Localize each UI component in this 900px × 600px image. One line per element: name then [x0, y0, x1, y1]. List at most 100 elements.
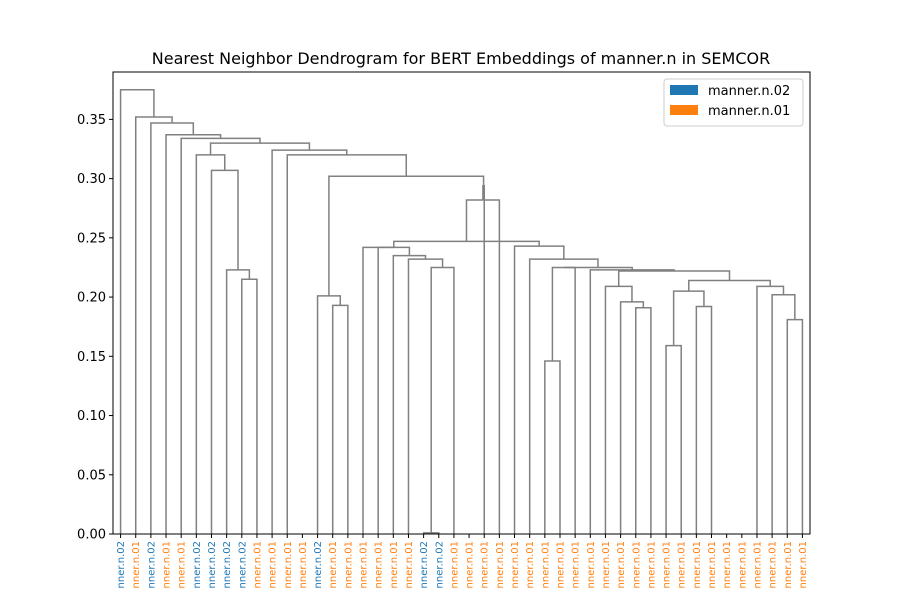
- dendrogram-link: [430, 266, 455, 534]
- leaf-label: nner.n.01: [359, 541, 370, 588]
- dendrogram-link: [316, 295, 342, 534]
- leaf-label: nner.n.01: [283, 541, 294, 588]
- y-tick-label: 0.30: [77, 172, 106, 187]
- dendrogram-link: [362, 246, 394, 534]
- leaf-label: nner.n.01: [677, 541, 688, 588]
- leaf-label: nner.n.01: [328, 541, 339, 588]
- leaf-label: nner.n.01: [465, 541, 476, 588]
- leaf-label: nner.n.01: [631, 541, 642, 588]
- y-tick-label: 0.00: [77, 528, 106, 543]
- y-tick-label: 0.20: [77, 291, 106, 306]
- leaf-label: nner.n.01: [540, 541, 551, 588]
- leaf-label: nner.n.01: [162, 541, 173, 588]
- dendrogram-link: [589, 269, 675, 534]
- dendrogram-link: [119, 89, 155, 534]
- y-axis: 0.00 0.05 0.10 0.15 0.20 0.25 0.30 0.35: [77, 113, 113, 543]
- dendrogram-link: [635, 306, 652, 534]
- dendrogram-link: [544, 360, 561, 534]
- dendrogram-link: [756, 285, 785, 534]
- leaf-label: nner.n.01: [707, 541, 718, 588]
- leaf-label: nner.n.02: [207, 541, 218, 588]
- dendrogram-link: [328, 175, 485, 296]
- dendrogram-link: [180, 137, 261, 534]
- leaf-label: nner.n.01: [525, 541, 536, 588]
- dendrogram-link: [695, 305, 713, 534]
- dendrogram-link: [209, 142, 311, 155]
- dendrogram-link: [271, 149, 348, 534]
- dendrogram-link: [241, 278, 258, 534]
- dendrogram-link: [672, 290, 705, 346]
- dendrogram-link: [195, 154, 226, 534]
- legend: manner.n.02 manner.n.01: [663, 78, 804, 127]
- chart-title: Nearest Neighbor Dendrogram for BERT Emb…: [152, 49, 770, 68]
- leaf-label: nner.n.02: [222, 541, 233, 588]
- x-axis: nner.n.02 nner.n.01 nner.n.02 nner.n.01 nner…: [116, 534, 809, 588]
- dendrogram-link: [465, 199, 501, 534]
- plot-frame: [112, 71, 811, 535]
- leaf-label: nner.n.01: [404, 541, 415, 588]
- dendrogram-link: [563, 266, 633, 270]
- dendrogram-link: [225, 269, 251, 534]
- leaf-label: nner.n.01: [783, 541, 794, 588]
- dendrogram-link: [665, 344, 682, 534]
- leaf-label: nner.n.01: [343, 541, 354, 588]
- y-tick-label: 0.10: [77, 409, 106, 424]
- legend-swatch: [670, 85, 698, 95]
- leaf-label: nner.n.01: [601, 541, 612, 588]
- leaf-label: nner.n.01: [798, 541, 809, 588]
- dendrogram-link: [482, 184, 485, 534]
- y-tick-label: 0.05: [77, 468, 106, 483]
- dendrogram-link: [604, 285, 633, 534]
- leaf-label: nner.n.01: [692, 541, 703, 588]
- dendrogram-links: [119, 89, 804, 534]
- leaf-label: nner.n.01: [571, 541, 582, 588]
- leaf-label: nner.n.02: [146, 541, 157, 588]
- dendrogram-link: [786, 318, 804, 534]
- leaf-label: nner.n.01: [268, 541, 279, 588]
- y-tick-label: 0.35: [77, 113, 106, 128]
- y-tick-label: 0.15: [77, 350, 106, 365]
- dendrogram-link: [165, 134, 222, 534]
- leaf-label: nner.n.01: [646, 541, 657, 588]
- leaf-label: nner.n.01: [131, 541, 142, 588]
- leaf-label: nner.n.01: [722, 541, 733, 588]
- leaf-label: nner.n.01: [449, 541, 460, 588]
- dendrogram-link: [513, 245, 565, 534]
- legend-box: [663, 78, 804, 127]
- leaf-label: nner.n.01: [752, 541, 763, 588]
- leaf-label: nner.n.01: [737, 541, 748, 588]
- leaf-label: nner.n.01: [510, 541, 521, 588]
- leaf-label: nner.n.01: [555, 541, 566, 588]
- dendrogram-link: [528, 258, 599, 534]
- leaf-label: nner.n.01: [480, 541, 491, 588]
- dendrogram-link: [771, 293, 796, 534]
- leaf-label: nner.n.01: [374, 541, 385, 588]
- leaf-label: nner.n.02: [192, 541, 203, 588]
- dendrogram-link: [407, 258, 444, 534]
- y-tick-label: 0.25: [77, 231, 106, 246]
- legend-label: manner.n.02: [708, 84, 790, 99]
- leaf-label: nner.n.02: [116, 541, 127, 588]
- leaf-label: nner.n.02: [434, 541, 445, 588]
- leaf-label: nner.n.01: [586, 541, 597, 588]
- leaf-label: nner.n.01: [389, 541, 400, 588]
- dendrogram-link: [617, 270, 731, 287]
- leaf-label: nner.n.01: [298, 541, 309, 588]
- legend-label: manner.n.01: [708, 104, 790, 119]
- leaf-label: nner.n.02: [419, 541, 430, 588]
- leaf-label: nner.n.01: [662, 541, 673, 588]
- legend-swatch: [670, 105, 698, 115]
- leaf-label: nner.n.02: [313, 541, 324, 588]
- leaf-label: nner.n.01: [177, 541, 188, 588]
- dendrogram-link: [286, 154, 407, 534]
- leaf-label: nner.n.01: [252, 541, 263, 588]
- dendrogram-link: [392, 254, 427, 534]
- leaf-label: nner.n.01: [616, 541, 627, 588]
- dendrogram-link: [210, 169, 239, 534]
- dendrogram-link: [150, 122, 195, 534]
- leaf-label: nner.n.01: [495, 541, 506, 588]
- leaf-label: nner.n.02: [237, 541, 248, 588]
- dendrogram-link: [551, 266, 576, 534]
- leaf-label: nner.n.01: [768, 541, 779, 588]
